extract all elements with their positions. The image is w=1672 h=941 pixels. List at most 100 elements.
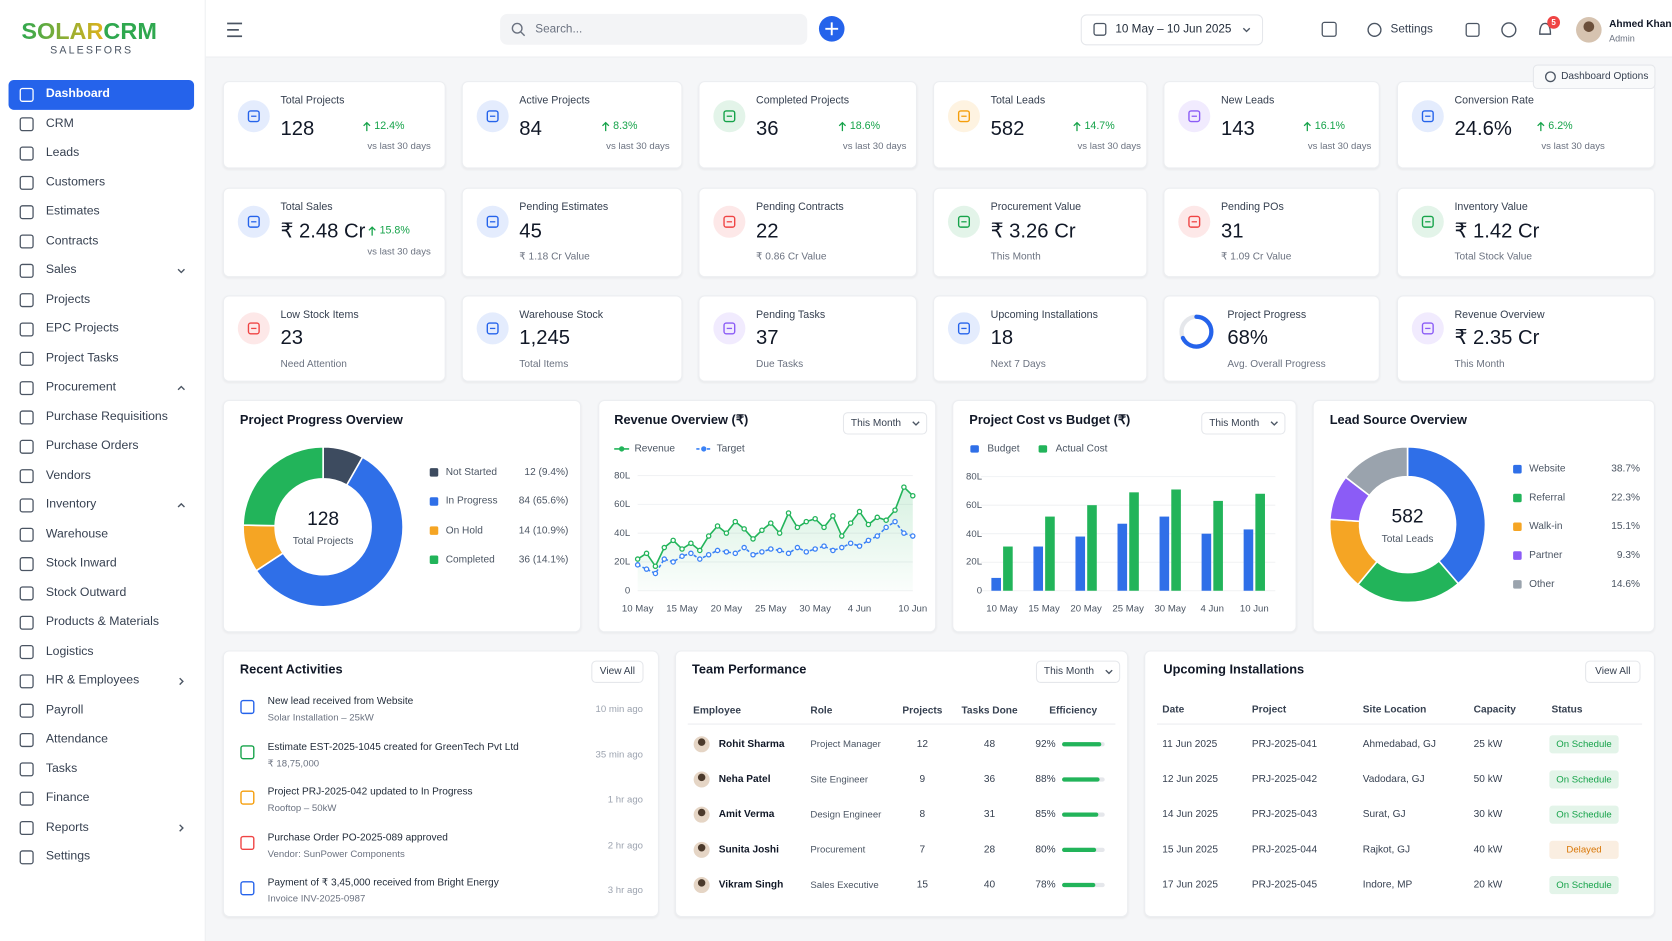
legend-label: Not Started — [445, 466, 497, 479]
point — [839, 544, 845, 551]
nav-icon — [19, 439, 34, 454]
nav-item[interactable]: Purchase Orders — [45, 439, 139, 453]
nav-item[interactable]: Contracts — [45, 234, 99, 247]
activity-time: 3 hr ago — [607, 884, 643, 896]
tasks-icon[interactable] — [1465, 22, 1480, 37]
dropdown-label[interactable]: This Month — [850, 417, 902, 429]
search-placeholder[interactable]: Search... — [535, 22, 583, 36]
button[interactable] — [1585, 660, 1641, 683]
nav-item[interactable]: Procurement — [45, 380, 117, 394]
nav-item[interactable]: Reports — [45, 820, 89, 834]
kpi-card — [933, 295, 1148, 382]
area — [637, 487, 913, 591]
employee-projects: 12 — [916, 738, 929, 750]
nav-item[interactable]: Purchase Requisitions — [45, 410, 168, 423]
dropdown-label[interactable]: This Month — [1043, 665, 1095, 678]
nav-item[interactable]: EPC Projects — [45, 322, 119, 335]
settings-link[interactable]: Settings — [1390, 22, 1433, 36]
dropdown[interactable] — [1035, 660, 1121, 683]
column-header: Status — [1551, 704, 1583, 716]
button-label[interactable]: View All — [1595, 665, 1631, 678]
y-tick-label: 60L — [614, 498, 631, 510]
kpi-title: Project Progress — [1227, 309, 1307, 321]
button[interactable] — [591, 660, 644, 683]
dropdown[interactable] — [1201, 412, 1286, 435]
nav-item[interactable]: Sales — [45, 263, 77, 277]
date-picker[interactable] — [1080, 14, 1264, 46]
nav-item[interactable]: Estimates — [45, 204, 100, 218]
employee-name: Sunita Joshi — [718, 843, 779, 856]
nav-item[interactable]: Attendance — [45, 732, 108, 746]
bell-icon[interactable] — [1539, 22, 1552, 35]
bar — [1045, 516, 1055, 591]
nav-item[interactable]: Projects — [45, 292, 91, 306]
legend-label: Website — [1529, 463, 1566, 475]
legend-label: On Hold — [445, 524, 483, 537]
cell: 15 Jun 2025 — [1162, 843, 1219, 856]
nav-item[interactable]: Payroll — [45, 703, 84, 717]
nav-item[interactable]: Dashboard — [45, 87, 110, 101]
avatar-head — [697, 808, 706, 817]
kpi-title: Procurement Value — [990, 201, 1082, 214]
legend-swatch — [970, 445, 979, 453]
kpi-card — [933, 187, 1148, 278]
nav-item[interactable]: HR & Employees — [45, 674, 140, 687]
chevron — [177, 502, 185, 508]
nav-item[interactable]: Vendors — [45, 468, 91, 482]
nav-item[interactable]: Warehouse — [45, 527, 109, 541]
point — [732, 518, 739, 525]
legend-value: 36 (14.1%) — [518, 553, 569, 566]
section-title: Recent Activities — [239, 661, 343, 677]
dashboard-options-label[interactable]: Dashboard Options — [1561, 70, 1649, 83]
date-range[interactable]: 10 May – 10 Jun 2025 — [1115, 22, 1232, 36]
legend-value: 14.6% — [1611, 578, 1641, 591]
search-box[interactable] — [500, 13, 808, 45]
nav-item[interactable]: Tasks — [45, 761, 78, 775]
avatar-head — [697, 773, 706, 782]
donut-center-value: 582 — [1391, 505, 1424, 527]
nav-icon — [19, 381, 34, 396]
dropdown-label[interactable]: This Month — [1209, 417, 1260, 429]
nav-item[interactable]: Logistics — [45, 644, 94, 658]
search-icon — [520, 31, 526, 37]
clock-icon[interactable] — [1501, 22, 1517, 38]
point — [874, 533, 881, 539]
nav-item[interactable]: Finance — [45, 791, 90, 805]
dropdown[interactable] — [842, 412, 928, 435]
dashboard-options[interactable] — [1532, 64, 1656, 90]
bar — [991, 577, 1001, 591]
employee-tasks: 40 — [983, 878, 996, 891]
nav-item[interactable]: Project Tasks — [45, 351, 119, 365]
x-tick-label: 30 May — [1154, 603, 1186, 614]
nav-item[interactable]: Customers — [45, 175, 106, 189]
point — [741, 526, 747, 532]
nav-item[interactable]: Settings — [45, 849, 91, 863]
kpi-value: ₹ 3.26 Cr — [990, 220, 1076, 243]
point — [856, 543, 863, 549]
nav-item[interactable]: Stock Inward — [45, 556, 117, 570]
nav-item[interactable]: CRM — [45, 116, 74, 130]
nav-item[interactable]: Products & Materials — [45, 615, 159, 629]
nav-icon — [19, 557, 34, 572]
point — [830, 513, 836, 519]
point — [776, 530, 783, 536]
y-tick-label: 80L — [966, 470, 983, 482]
layout-icon[interactable] — [1321, 21, 1337, 37]
bar — [1255, 493, 1265, 591]
kpi-change: 18.6% — [849, 120, 881, 133]
cell: 17 Jun 2025 — [1162, 878, 1219, 891]
activity-sub: Rooftop – 50kW — [267, 802, 337, 814]
legend-label: Budget — [987, 442, 1020, 455]
cell: PRJ-2025-044 — [1251, 843, 1318, 856]
button-label[interactable]: View All — [599, 665, 636, 678]
donut-segment — [1406, 445, 1487, 585]
nav-item[interactable]: Leads — [45, 146, 80, 159]
nav-item[interactable]: Stock Outward — [45, 586, 127, 599]
activity-icon — [240, 745, 255, 760]
nav-item[interactable]: Inventory — [45, 498, 97, 511]
kpi-title: Warehouse Stock — [519, 309, 604, 321]
nav-icon — [19, 645, 34, 660]
kpi-note: Need Attention — [280, 358, 347, 371]
settings-icon[interactable] — [1367, 22, 1382, 37]
